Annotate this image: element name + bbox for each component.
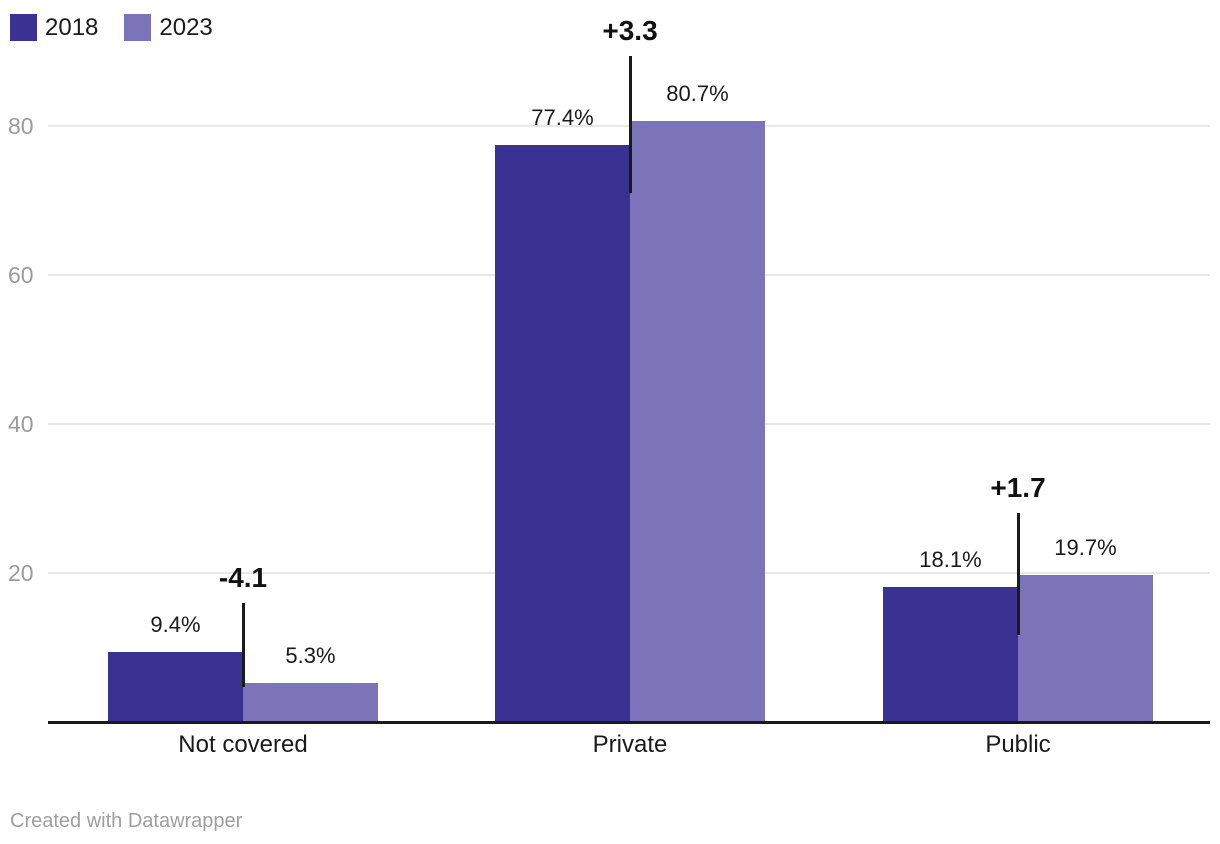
bar-2018-not-covered[interactable] — [108, 651, 243, 722]
y-axis-tick-label: 80 — [8, 113, 34, 139]
y-axis-tick-label: 60 — [8, 262, 34, 288]
bar-2023-not-covered[interactable] — [243, 682, 378, 722]
value-label-2018-public: 18.1% — [919, 547, 982, 573]
value-label-2018-private: 77.4% — [531, 105, 594, 131]
value-label-2023-public: 19.7% — [1054, 535, 1117, 561]
chart-legend: 2018 2023 — [10, 14, 213, 41]
attribution-text: Created with Datawrapper — [10, 810, 243, 832]
change-label-public: +1.7 — [990, 472, 1046, 503]
bar-2018-private[interactable] — [495, 145, 630, 722]
bar-2023-private[interactable] — [630, 120, 765, 722]
change-connector-line-private — [628, 56, 632, 193]
bar-2018-public[interactable] — [883, 587, 1018, 722]
x-axis-category-label-private: Private — [592, 731, 668, 758]
y-axis-tick-label: 20 — [8, 560, 34, 586]
legend-label-2023: 2023 — [159, 14, 213, 41]
change-label-private: +3.3 — [602, 15, 658, 46]
x-axis-category-label-not-covered: Not covered — [178, 731, 308, 758]
change-connector-line-public — [1016, 513, 1020, 635]
value-label-2023-not-covered: 5.3% — [285, 642, 336, 668]
x-axis-category-label-public: Public — [985, 731, 1051, 758]
y-axis-tick-label: 40 — [8, 411, 34, 437]
change-label-not-covered: -4.1 — [218, 562, 268, 593]
bar-2023-public[interactable] — [1018, 575, 1153, 722]
x-axis-line — [48, 721, 1210, 724]
legend-item-2023: 2023 — [124, 14, 213, 41]
legend-label-2018: 2018 — [45, 14, 99, 41]
legend-swatch-2023 — [124, 14, 152, 41]
change-connector-line-not-covered — [241, 603, 245, 687]
legend-item-2018: 2018 — [10, 14, 98, 41]
value-label-2018-not-covered: 9.4% — [150, 611, 201, 637]
legend-swatch-2018 — [10, 14, 37, 41]
attribution: Created with Datawrapper — [10, 808, 242, 834]
value-label-2023-private: 80.7% — [666, 80, 729, 106]
